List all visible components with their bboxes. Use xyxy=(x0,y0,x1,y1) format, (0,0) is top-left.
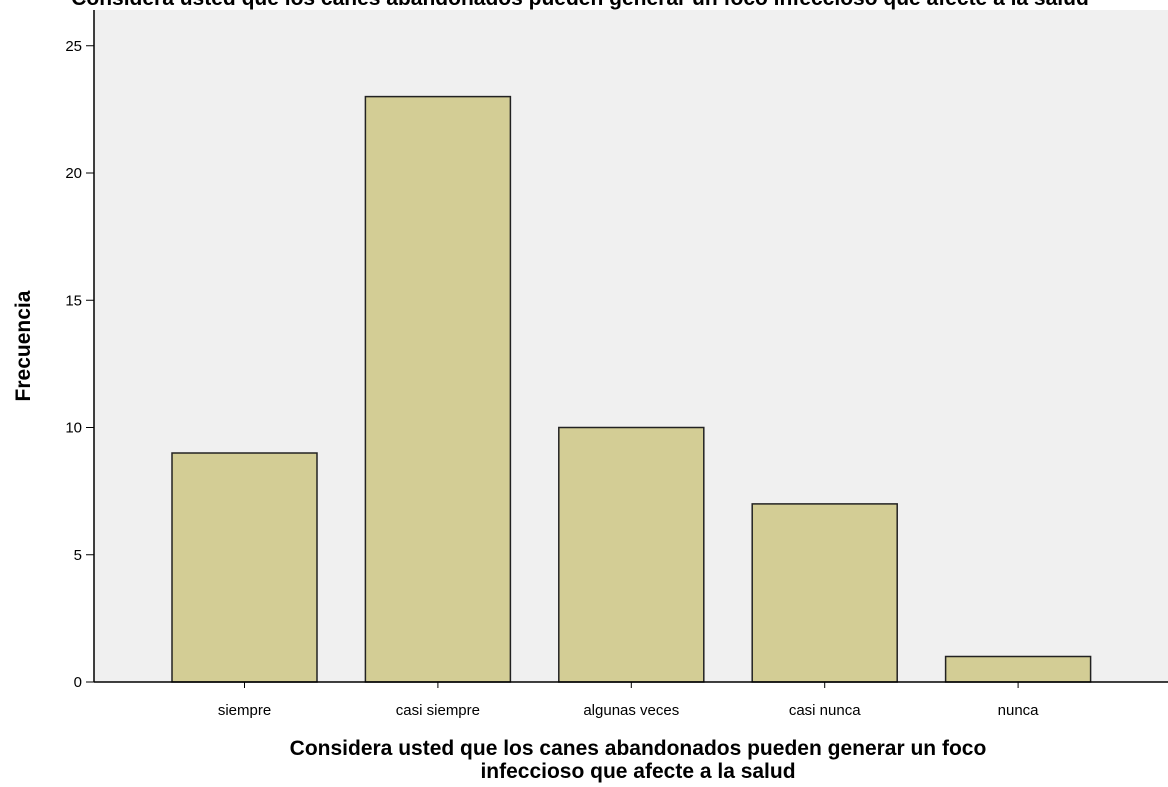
bar-nunca xyxy=(944,655,1092,683)
y-axis-title: Frecuencia xyxy=(12,290,35,401)
x-axis-title-line-1: Considera usted que los canes abandonado… xyxy=(290,737,987,760)
x-axis-title-line-2: infeccioso que afecte a la salud xyxy=(480,760,795,783)
y-tick-label: 0 xyxy=(74,674,82,691)
x-tick-label: casi siempre xyxy=(396,702,480,719)
bar-casi-nunca xyxy=(751,503,898,683)
bar-algunas-veces xyxy=(558,426,705,683)
x-tick-label: casi nunca xyxy=(789,702,861,719)
bar-siempre xyxy=(171,452,318,683)
y-tick-label: 20 xyxy=(65,165,82,182)
y-tick-label: 25 xyxy=(65,38,82,55)
y-tick-label: 15 xyxy=(65,292,82,309)
bar-casi-siempre xyxy=(364,95,512,683)
x-ticks-group: siempre casi siempre algunas veces casi nun… xyxy=(218,682,1039,719)
x-tick-label: siempre xyxy=(218,702,271,719)
x-tick-label: algunas veces xyxy=(583,702,679,719)
y-tick-label: 10 xyxy=(65,420,82,437)
bars-group xyxy=(171,95,1092,683)
chart-title: Considera usted que los canes abandonado… xyxy=(71,0,1089,10)
x-tick-label: nunca xyxy=(998,702,1040,719)
y-ticks-group: 0 5 10 15 20 25 xyxy=(65,38,94,691)
y-tick-label: 5 xyxy=(74,547,82,564)
